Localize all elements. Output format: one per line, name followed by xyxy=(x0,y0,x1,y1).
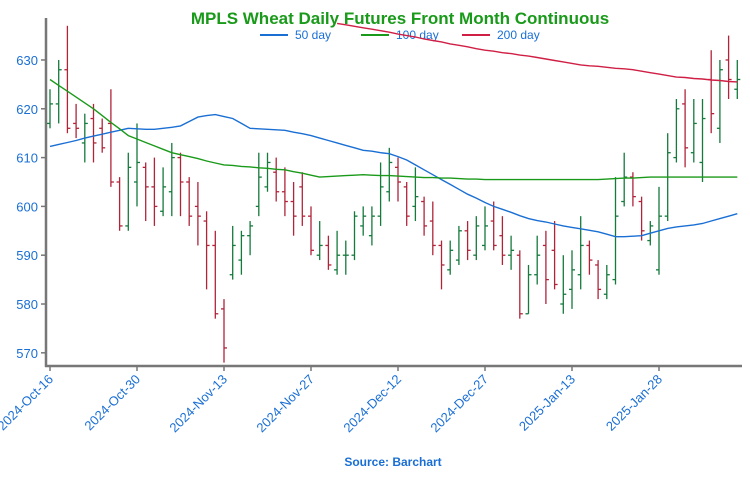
y-tick-label: 620 xyxy=(16,102,38,117)
moving-average-line xyxy=(49,113,738,238)
moving-average-line xyxy=(336,22,738,83)
y-tick-label: 610 xyxy=(16,151,38,166)
x-tick-label: 2024-Dec-27 xyxy=(427,372,491,436)
x-tick-label: 2024-Oct-16 xyxy=(0,372,56,434)
legend-label: 100 day xyxy=(396,28,439,42)
source: Source: Barchart xyxy=(344,455,441,469)
x-tick-label: 2024-Nov-27 xyxy=(253,372,317,436)
chart-title: MPLS Wheat Daily Futures Front Month Con… xyxy=(191,9,609,28)
x-tick-label: 2024-Dec-12 xyxy=(340,372,404,436)
y-tick-label: 630 xyxy=(16,53,38,68)
x-tick-label: 2025-Jan-28 xyxy=(603,372,665,434)
moving-average-line xyxy=(49,78,738,181)
y-tick-label: 570 xyxy=(16,346,38,361)
x-tick-label: 2024-Oct-30 xyxy=(81,372,143,434)
x-tick-label: 2025-Jan-13 xyxy=(516,372,578,434)
legend-label: 200 day xyxy=(497,28,540,42)
y-tick-label: 600 xyxy=(16,199,38,214)
legend-label: 50 day xyxy=(295,28,331,42)
y-tick-label: 590 xyxy=(16,248,38,263)
x-tick-label: 2024-Nov-13 xyxy=(166,372,230,436)
y-tick-label: 580 xyxy=(16,297,38,312)
